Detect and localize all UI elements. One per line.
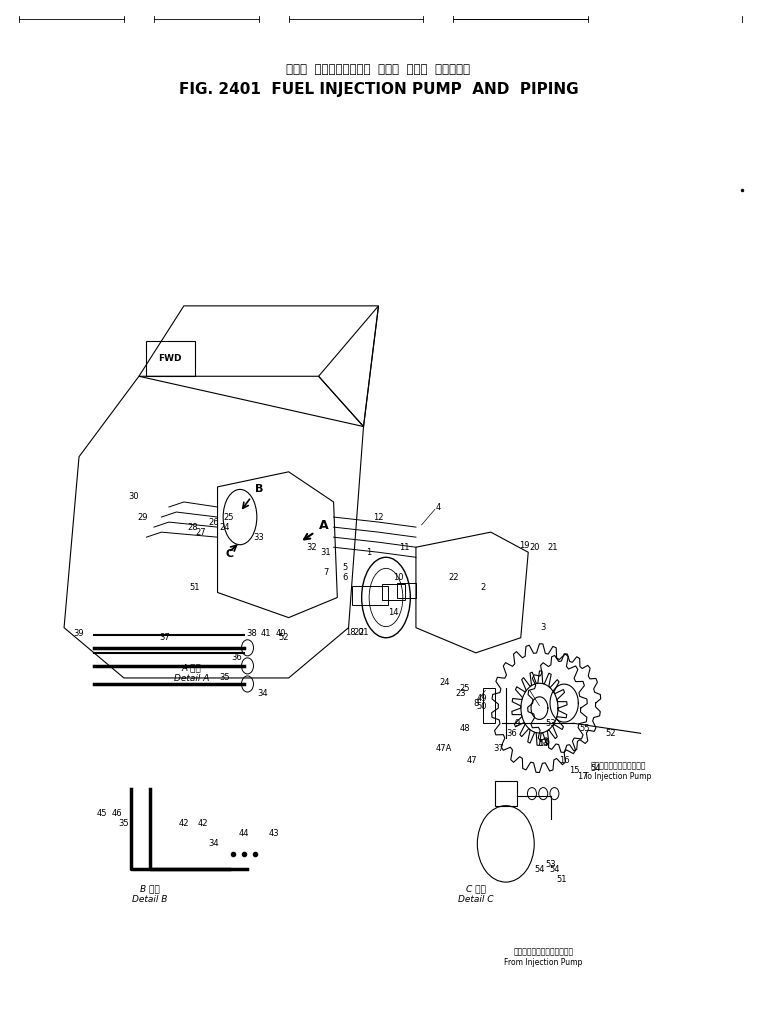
Text: 47A: 47A	[435, 744, 452, 752]
Text: 26: 26	[208, 517, 219, 526]
Text: 2: 2	[481, 583, 486, 592]
Text: 42: 42	[179, 819, 189, 828]
Text: 22: 22	[448, 573, 459, 582]
Text: 14: 14	[388, 608, 399, 618]
Text: 54: 54	[549, 865, 559, 873]
Text: 30: 30	[129, 493, 139, 502]
Text: 6: 6	[342, 573, 347, 582]
Text: 34: 34	[257, 689, 268, 698]
Text: 53: 53	[545, 719, 556, 728]
Text: 17: 17	[577, 772, 587, 781]
Text: 25: 25	[223, 512, 234, 521]
Text: 1: 1	[366, 548, 372, 557]
Text: 49: 49	[477, 694, 487, 703]
Text: 53: 53	[545, 860, 556, 869]
Text: 41: 41	[261, 630, 272, 638]
Text: 46: 46	[111, 809, 122, 818]
Text: 31: 31	[321, 548, 332, 557]
Text: B 詳細
Detail B: B 詳細 Detail B	[132, 884, 168, 903]
Text: 54: 54	[538, 739, 549, 748]
Text: 18: 18	[344, 629, 355, 637]
Text: 4: 4	[436, 503, 441, 511]
Text: 21: 21	[547, 542, 557, 552]
Text: 52: 52	[278, 633, 288, 642]
Text: 51: 51	[556, 875, 567, 883]
Text: 9: 9	[514, 719, 519, 728]
Text: 47: 47	[467, 755, 478, 765]
Text: 54: 54	[534, 865, 545, 873]
Text: 38: 38	[246, 630, 257, 638]
Text: 48: 48	[459, 724, 470, 733]
Text: 43: 43	[269, 829, 279, 839]
Text: 10: 10	[394, 573, 404, 582]
Text: 8: 8	[473, 699, 478, 708]
Bar	[494, 781, 517, 806]
Text: 50: 50	[477, 702, 487, 711]
Text: 16: 16	[559, 755, 569, 765]
Text: 32: 32	[306, 542, 316, 552]
Text: 24: 24	[439, 678, 450, 687]
Text: インジェクションポンプから
From Injection Pump: インジェクションポンプから From Injection Pump	[504, 947, 582, 967]
Text: A 詳細
Detail A: A 詳細 Detail A	[173, 663, 209, 682]
Text: 27: 27	[195, 527, 206, 536]
Text: 42: 42	[198, 819, 208, 828]
Text: 29: 29	[138, 512, 148, 521]
Text: 44: 44	[238, 829, 249, 839]
Text: 11: 11	[400, 542, 410, 552]
Text: 5: 5	[342, 563, 347, 572]
Text: 20: 20	[354, 629, 364, 637]
Text: C 詳細
Detail C: C 詳細 Detail C	[458, 884, 494, 903]
Text: 20: 20	[529, 542, 540, 552]
Text: 23: 23	[456, 689, 466, 698]
Text: 40: 40	[276, 630, 286, 638]
Text: A: A	[319, 519, 329, 532]
Text: 7: 7	[323, 568, 329, 577]
Text: 55: 55	[579, 724, 590, 733]
Text: 13: 13	[538, 739, 549, 748]
Text: 37: 37	[493, 744, 503, 752]
Text: 35: 35	[119, 819, 129, 828]
Text: C: C	[225, 550, 233, 560]
Text: 25: 25	[459, 683, 470, 693]
Text: 19: 19	[519, 540, 530, 550]
Text: 3: 3	[540, 624, 546, 632]
Text: 37: 37	[160, 633, 170, 642]
Text: FIG. 2401  FUEL INJECTION PUMP  AND  PIPING: FIG. 2401 FUEL INJECTION PUMP AND PIPING	[179, 82, 578, 97]
Text: 34: 34	[208, 840, 219, 849]
Text: 15: 15	[569, 766, 580, 775]
Text: 21: 21	[358, 629, 369, 637]
Text: 24: 24	[220, 522, 230, 531]
Text: 39: 39	[73, 630, 84, 638]
Text: 51: 51	[189, 583, 200, 592]
Text: 54: 54	[590, 764, 601, 773]
Text: 36: 36	[506, 729, 517, 738]
Text: 52: 52	[606, 729, 616, 738]
Text: B: B	[255, 484, 263, 494]
Text: FWD: FWD	[159, 354, 182, 363]
Text: フェル  インジェクション  ポンプ  および  パイピング: フェル インジェクション ポンプ および パイピング	[286, 63, 471, 76]
Text: 33: 33	[254, 532, 264, 541]
Text: 36: 36	[231, 653, 241, 662]
Text: 45: 45	[96, 809, 107, 818]
Text: 35: 35	[220, 673, 230, 682]
Text: 12: 12	[373, 512, 384, 521]
Text: インジェクションポンプへ
To Injection Pump: インジェクションポンプへ To Injection Pump	[584, 762, 652, 781]
Text: 28: 28	[188, 522, 198, 531]
